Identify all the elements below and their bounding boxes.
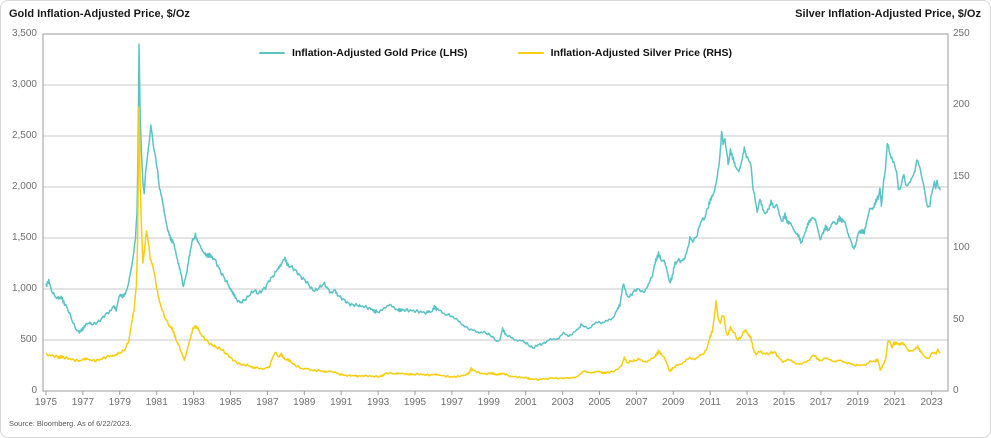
x-axis-tick: 2017 [809,397,833,408]
x-axis-tick: 2019 [846,397,869,408]
x-axis-tick: 2011 [699,397,721,408]
legend-item-gold: Inflation-Adjusted Gold Price (LHS) [258,47,468,59]
y-axis-tick-left: 0 [31,385,37,396]
x-axis-tick: 1993 [366,397,390,408]
x-axis-tick: 1999 [477,397,500,408]
y-axis-tick-left: 2,500 [11,130,37,141]
gold-axis-title: Gold Inflation-Adjusted Price, $/Oz [9,8,190,20]
x-axis-tick: 1975 [34,397,58,408]
x-axis-tick: 2023 [920,397,943,408]
y-axis-tick-left: 2,000 [11,181,37,192]
x-axis-tick: 1987 [256,397,279,408]
y-axis-tick-left: 3,500 [11,28,37,39]
x-axis-tick: 1985 [219,397,242,408]
x-axis-tick: 1989 [293,397,316,408]
silver-line-swatch-icon [517,52,544,54]
y-axis-tick-right: 100 [953,242,970,254]
x-axis-tick: 1997 [440,397,464,408]
y-axis-tick-right: 0 [953,385,959,396]
y-axis-tick-left: 1,500 [11,232,37,243]
gold-price-line [45,43,942,350]
y-axis-tick-left: 1,000 [11,283,37,294]
x-axis-tick: 2003 [551,397,574,408]
x-axis-tick: 1983 [182,397,205,408]
y-axis-tick-right: 250 [953,28,970,39]
x-axis-tick: 1995 [403,397,427,408]
y-axis-tick-left: 3,000 [11,79,37,90]
x-axis-tick: 2007 [625,397,648,408]
x-axis-tick: 1991 [330,397,353,408]
x-axis-tick: 2021 [883,397,906,408]
legend-label-gold: Inflation-Adjusted Gold Price (LHS) [291,47,468,59]
y-axis-tick-left: 500 [20,334,37,345]
x-axis-tick: 2005 [588,397,611,408]
y-axis-tick-right: 50 [953,313,965,325]
silver-price-line [45,106,941,382]
plot-border [42,33,949,392]
x-axis-tick: 2009 [662,397,685,408]
x-axis-tick: 1977 [71,397,95,408]
gold-line-swatch-icon [258,52,285,54]
x-axis-tick: 2015 [772,397,796,408]
chart-legend: Inflation-Adjusted Gold Price (LHS) Infl… [43,45,948,61]
x-axis-tick: 2001 [514,397,537,408]
y-axis-tick-right: 150 [953,170,970,182]
x-axis-tick: 1979 [108,397,131,408]
silver-axis-title: Silver Inflation-Adjusted Price, $/Oz [795,8,981,20]
source-note: Source: Bloomberg. As of 6/22/2023. [9,419,132,428]
x-axis-tick: 2013 [735,397,759,408]
legend-label-silver: Inflation-Adjusted Silver Price (RHS) [550,47,733,59]
x-axis-tick: 1981 [145,397,168,408]
y-axis-tick-right: 200 [953,99,970,111]
legend-item-silver: Inflation-Adjusted Silver Price (RHS) [517,47,733,59]
